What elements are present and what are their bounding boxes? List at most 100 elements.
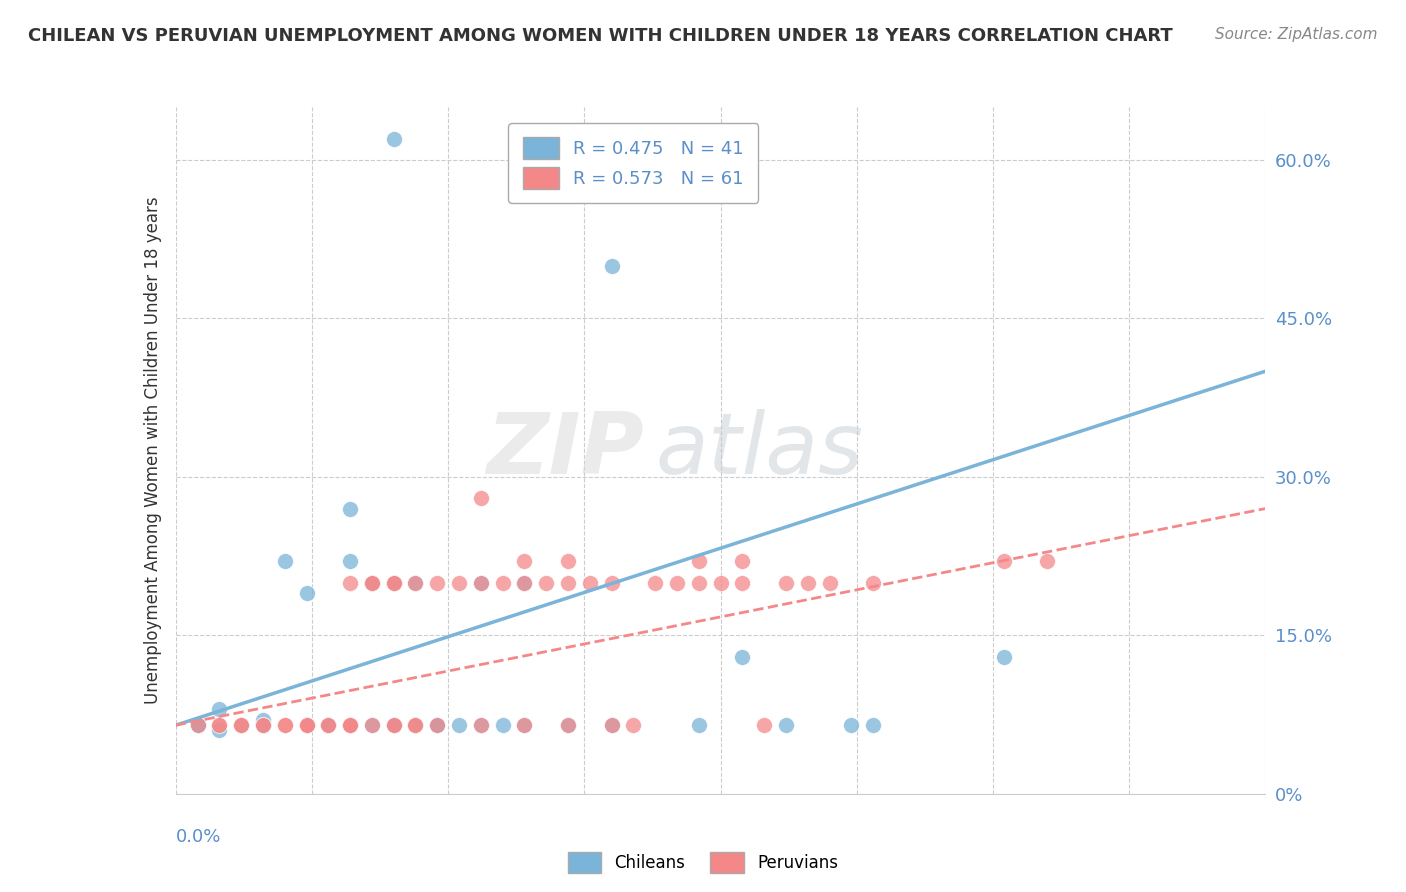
Point bbox=[492, 575, 515, 590]
Point bbox=[818, 575, 841, 590]
Point bbox=[274, 718, 297, 732]
Point bbox=[731, 575, 754, 590]
Point bbox=[447, 718, 470, 732]
Point bbox=[862, 718, 884, 732]
Point bbox=[470, 575, 492, 590]
Point bbox=[557, 575, 579, 590]
Point bbox=[318, 718, 340, 732]
Point bbox=[557, 718, 579, 732]
Point bbox=[447, 575, 470, 590]
Point bbox=[318, 718, 340, 732]
Point bbox=[339, 575, 361, 590]
Point bbox=[382, 575, 405, 590]
Point bbox=[382, 718, 405, 732]
Point bbox=[360, 718, 382, 732]
Point bbox=[600, 575, 623, 590]
Point bbox=[993, 554, 1015, 568]
Text: ZIP: ZIP bbox=[486, 409, 644, 492]
Point bbox=[621, 718, 644, 732]
Point bbox=[426, 718, 449, 732]
Text: atlas: atlas bbox=[655, 409, 863, 492]
Point bbox=[513, 575, 536, 590]
Point bbox=[339, 718, 361, 732]
Point bbox=[208, 702, 231, 716]
Point bbox=[688, 554, 710, 568]
Point bbox=[688, 718, 710, 732]
Point bbox=[186, 718, 209, 732]
Point bbox=[252, 713, 274, 727]
Point bbox=[731, 649, 754, 664]
Point bbox=[252, 718, 274, 732]
Point bbox=[231, 718, 253, 732]
Point bbox=[360, 575, 382, 590]
Point bbox=[513, 554, 536, 568]
Point bbox=[775, 575, 797, 590]
Point bbox=[208, 723, 231, 738]
Text: Source: ZipAtlas.com: Source: ZipAtlas.com bbox=[1215, 27, 1378, 42]
Legend: Chileans, Peruvians: Chileans, Peruvians bbox=[561, 846, 845, 880]
Point bbox=[513, 575, 536, 590]
Point bbox=[382, 575, 405, 590]
Point bbox=[470, 575, 492, 590]
Point bbox=[339, 718, 361, 732]
Point bbox=[405, 718, 427, 732]
Point bbox=[534, 575, 557, 590]
Point bbox=[231, 718, 253, 732]
Point bbox=[252, 718, 274, 732]
Point bbox=[295, 718, 318, 732]
Point bbox=[405, 718, 427, 732]
Point bbox=[382, 718, 405, 732]
Point bbox=[382, 718, 405, 732]
Point bbox=[339, 554, 361, 568]
Point bbox=[295, 718, 318, 732]
Point bbox=[295, 718, 318, 732]
Point bbox=[360, 575, 382, 590]
Point bbox=[470, 491, 492, 505]
Point bbox=[208, 718, 231, 732]
Point bbox=[295, 718, 318, 732]
Point bbox=[993, 649, 1015, 664]
Point bbox=[862, 575, 884, 590]
Point bbox=[557, 554, 579, 568]
Point bbox=[339, 718, 361, 732]
Point bbox=[405, 575, 427, 590]
Point bbox=[470, 718, 492, 732]
Text: 0.0%: 0.0% bbox=[176, 828, 221, 847]
Point bbox=[339, 718, 361, 732]
Point bbox=[644, 575, 666, 590]
Legend: R = 0.475   N = 41, R = 0.573   N = 61: R = 0.475 N = 41, R = 0.573 N = 61 bbox=[509, 123, 758, 203]
Point bbox=[339, 718, 361, 732]
Point bbox=[513, 718, 536, 732]
Point bbox=[688, 575, 710, 590]
Point bbox=[360, 575, 382, 590]
Point bbox=[470, 718, 492, 732]
Point bbox=[426, 718, 449, 732]
Point bbox=[405, 575, 427, 590]
Point bbox=[208, 718, 231, 732]
Point bbox=[405, 718, 427, 732]
Point bbox=[382, 575, 405, 590]
Point bbox=[274, 554, 297, 568]
Y-axis label: Unemployment Among Women with Children Under 18 years: Unemployment Among Women with Children U… bbox=[143, 196, 162, 705]
Point bbox=[252, 718, 274, 732]
Point bbox=[318, 718, 340, 732]
Point bbox=[186, 718, 209, 732]
Point bbox=[513, 718, 536, 732]
Point bbox=[710, 575, 733, 590]
Point bbox=[295, 586, 318, 600]
Point bbox=[754, 718, 776, 732]
Point bbox=[600, 718, 623, 732]
Point bbox=[600, 259, 623, 273]
Point bbox=[426, 575, 449, 590]
Point bbox=[339, 501, 361, 516]
Point bbox=[186, 718, 209, 732]
Point bbox=[666, 575, 689, 590]
Point bbox=[731, 554, 754, 568]
Point bbox=[382, 718, 405, 732]
Point bbox=[318, 718, 340, 732]
Point bbox=[426, 718, 449, 732]
Point bbox=[600, 718, 623, 732]
Point bbox=[1036, 554, 1059, 568]
Point bbox=[252, 718, 274, 732]
Point bbox=[841, 718, 863, 732]
